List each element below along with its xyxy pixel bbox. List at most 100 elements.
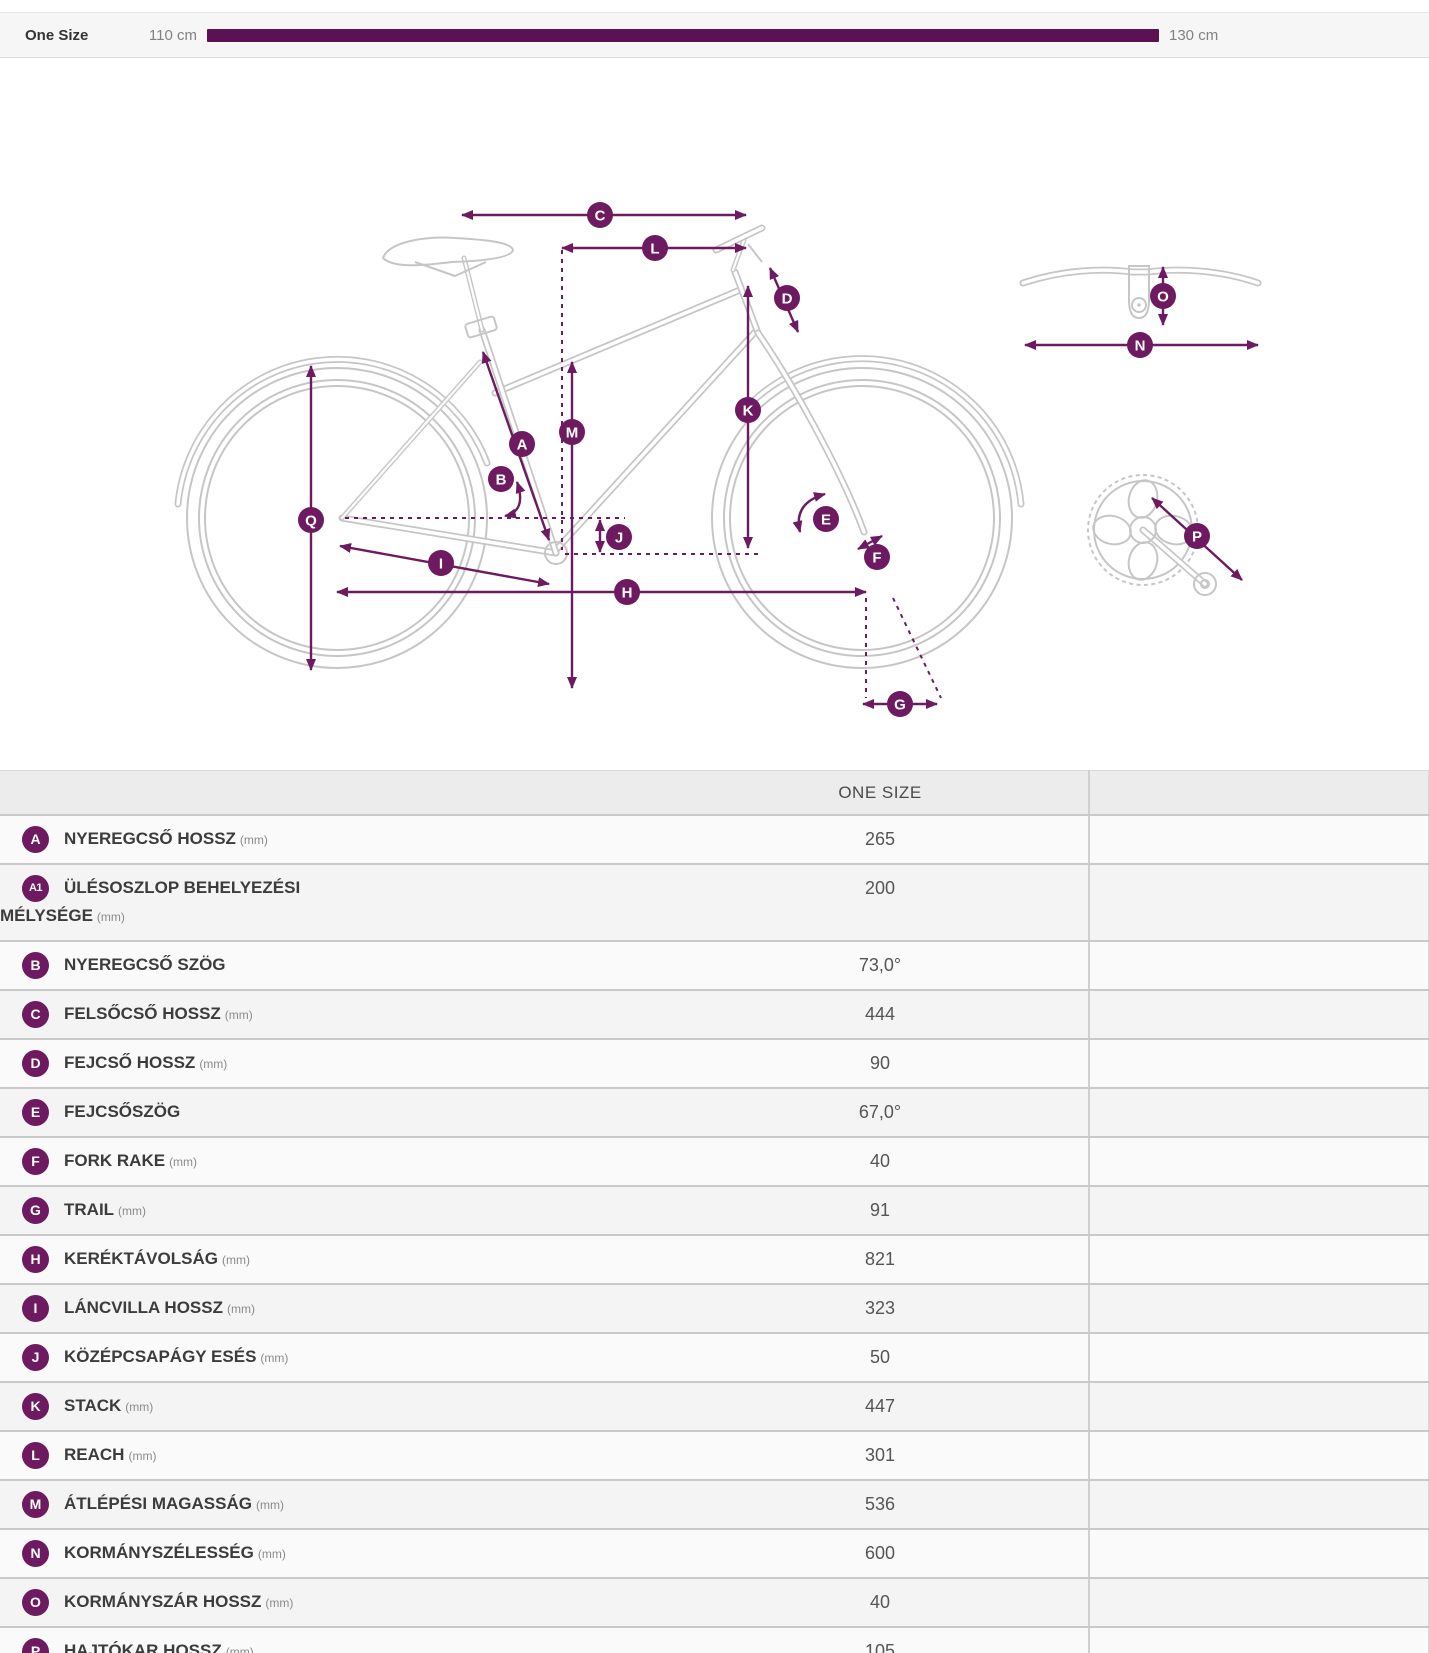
badge-E: E	[813, 506, 839, 532]
svg-text:F: F	[872, 550, 881, 567]
row-unit: (mm)	[221, 1253, 250, 1268]
row-value: 323	[672, 1284, 1090, 1335]
table-row: C FELSŐCSŐ HOSSZ (mm) 444	[0, 990, 1429, 1041]
badge-Q: Q	[298, 507, 324, 533]
measurement-lines	[306, 210, 1259, 709]
badge-N: N	[1127, 332, 1153, 358]
row-value: 105	[672, 1627, 1090, 1653]
row-value: 40	[672, 1578, 1090, 1629]
crankset	[1087, 474, 1217, 596]
row-value: 40	[672, 1137, 1090, 1188]
row-unit: (mm)	[169, 1155, 198, 1170]
table-row: A NYEREGCSŐ HOSSZ (mm) 265	[0, 815, 1429, 865]
row-spacer	[1089, 815, 1429, 865]
row-badge: B	[22, 952, 49, 980]
table-header-row: ONE SIZE	[0, 770, 1429, 816]
front-fender	[749, 359, 1021, 504]
geometry-table-body: A NYEREGCSŐ HOSSZ (mm) 265 A1 ÜLÉSOSZLOP BE…	[0, 815, 1429, 1653]
badge-F: F	[864, 544, 890, 570]
table-row: L REACH (mm) 301	[0, 1431, 1429, 1482]
table-row: M ÁTLÉPÉSI MAGASSÁG (mm) 536	[0, 1480, 1429, 1531]
row-label: ÜLÉSOSZLOP BEHELYEZÉSI MÉLYSÉGE	[0, 878, 301, 926]
svg-text:N: N	[1135, 338, 1146, 355]
row-badge: A1	[22, 875, 49, 903]
row-spacer	[1089, 1039, 1429, 1090]
row-label: FORK RAKE	[64, 1151, 166, 1171]
row-badge: G	[22, 1197, 49, 1225]
svg-text:K: K	[743, 403, 754, 420]
svg-text:G: G	[894, 697, 906, 714]
table-row: E FEJCSŐSZÖG 67,0°	[0, 1088, 1429, 1139]
svg-text:B: B	[496, 472, 507, 489]
row-badge: M	[22, 1491, 49, 1519]
badge-A: A	[509, 431, 535, 457]
fork-rake-arrow	[857, 534, 883, 551]
size-range-bar: One Size 110 cm 130 cm	[0, 12, 1429, 58]
row-badge: J	[22, 1344, 49, 1372]
row-unit: (mm)	[260, 1351, 289, 1366]
row-label: KERÉKTÁVOLSÁG	[64, 1249, 218, 1269]
row-value: 447	[672, 1382, 1090, 1433]
svg-text:O: O	[1157, 289, 1169, 306]
row-spacer	[1089, 1186, 1429, 1237]
row-value: 301	[672, 1431, 1090, 1482]
row-value: 444	[672, 990, 1090, 1041]
row-unit: (mm)	[257, 1547, 286, 1562]
svg-text:A: A	[517, 437, 528, 454]
badge-I: I	[428, 550, 454, 576]
table-row: K STACK (mm) 447	[0, 1382, 1429, 1433]
row-label: KORMÁNYSZÉLESSÉG	[64, 1543, 254, 1563]
table-row: I LÁNCVILLA HOSSZ (mm) 323	[0, 1284, 1429, 1335]
rear-wheel	[186, 367, 488, 669]
row-label: FELSŐCSŐ HOSSZ	[64, 1004, 221, 1024]
row-unit: (mm)	[96, 910, 125, 925]
row-label: STACK	[64, 1396, 122, 1416]
head-angle-arc	[792, 492, 826, 533]
row-value: 200	[672, 864, 1090, 943]
seat-angle-arc	[504, 481, 526, 519]
size-max-label: 130 cm	[1169, 26, 1219, 44]
row-label: FEJCSŐ HOSSZ	[64, 1053, 196, 1073]
row-badge: D	[22, 1050, 49, 1078]
row-unit: (mm)	[239, 833, 268, 847]
svg-text:D: D	[782, 291, 793, 308]
steering-axis-dashed-line	[892, 597, 942, 699]
row-label: ÁTLÉPÉSI MAGASSÁG	[64, 1494, 252, 1514]
row-value: 536	[672, 1480, 1090, 1531]
rear-fender	[178, 359, 487, 504]
row-unit: (mm)	[265, 1596, 294, 1611]
row-spacer	[1089, 990, 1429, 1041]
chainstay-arrow	[339, 543, 550, 587]
table-row: D FEJCSŐ HOSSZ (mm) 90	[0, 1039, 1429, 1090]
handlebar-top-view	[1023, 265, 1258, 320]
svg-text:H: H	[622, 585, 633, 602]
row-spacer	[1089, 1431, 1429, 1482]
row-unit: (mm)	[224, 1008, 253, 1023]
row-value: 50	[672, 1333, 1090, 1384]
row-badge: E	[22, 1099, 49, 1127]
handlebar-side	[716, 228, 762, 270]
seat-tube-arrow	[481, 351, 551, 541]
svg-text:P: P	[1192, 529, 1202, 546]
size-min-label: 110 cm	[148, 26, 197, 44]
row-label: NYEREGCSŐ HOSSZ	[64, 829, 236, 848]
row-badge: I	[22, 1295, 49, 1323]
row-label: NYEREGCSŐ SZÖG	[64, 955, 226, 975]
row-badge: P	[22, 1638, 49, 1653]
header-size-cell: ONE SIZE	[672, 770, 1090, 816]
crank-length-arrow	[1151, 497, 1243, 581]
badge-M: M	[559, 419, 585, 445]
row-badge: A	[22, 826, 49, 854]
row-spacer	[1089, 1627, 1429, 1653]
row-unit: (mm)	[118, 1204, 147, 1219]
badge-J: J	[606, 524, 632, 550]
row-value: 67,0°	[672, 1088, 1090, 1139]
svg-text:L: L	[650, 241, 659, 258]
row-label: HAJTÓKAR HOSSZ	[64, 1641, 222, 1653]
badge-P: P	[1184, 523, 1210, 549]
saddle	[381, 236, 515, 339]
badge-O: O	[1150, 283, 1176, 309]
svg-text:I: I	[439, 556, 443, 573]
row-badge: C	[22, 1001, 49, 1029]
row-unit: (mm)	[125, 1400, 154, 1415]
